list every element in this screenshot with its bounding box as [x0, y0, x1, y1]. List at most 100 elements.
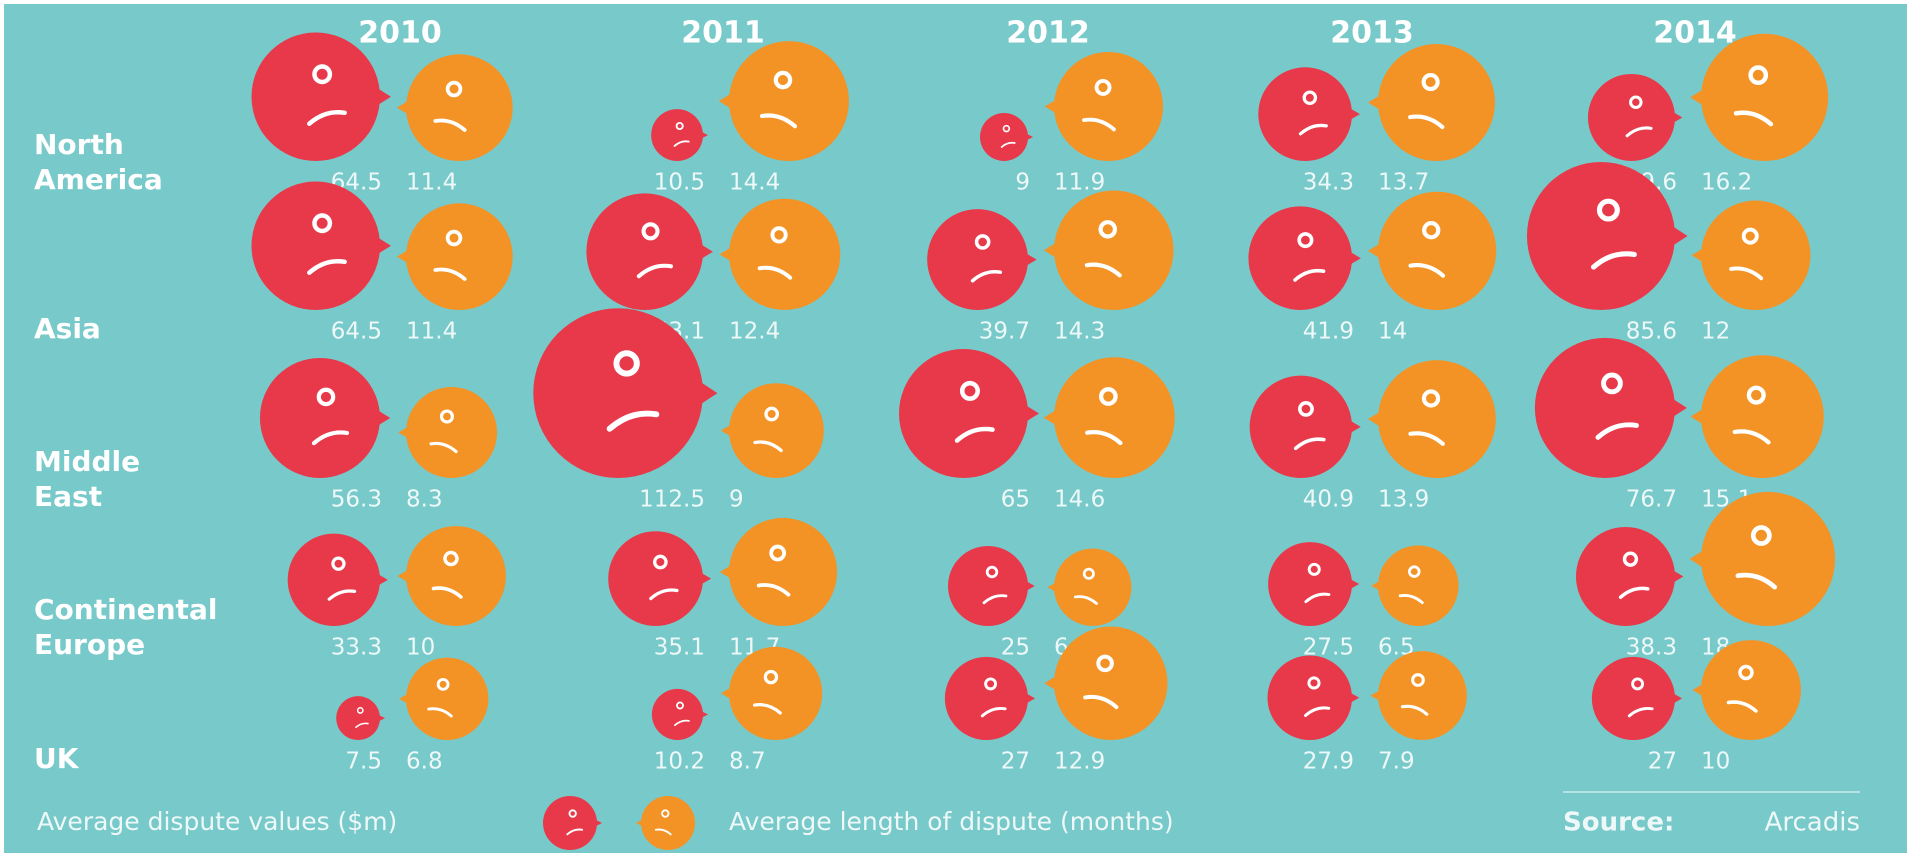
face: [608, 531, 712, 627]
face: [586, 193, 713, 310]
mouth: [1293, 268, 1326, 282]
face: [899, 349, 1039, 479]
value-label: 14.6: [1054, 487, 1105, 513]
beak: [1044, 99, 1057, 114]
value-label: 25: [1001, 635, 1030, 661]
beak: [1672, 398, 1687, 418]
mouth: [757, 265, 793, 280]
mouth: [427, 707, 453, 718]
eye: [675, 121, 684, 131]
eye: [1096, 654, 1114, 673]
mouth: [1729, 266, 1764, 281]
face: [1043, 357, 1175, 479]
bubble: [729, 517, 838, 626]
face: [1591, 656, 1683, 740]
value-label: 7.9: [1378, 749, 1415, 775]
value-label: 14: [1378, 319, 1407, 345]
bubble: [1054, 626, 1168, 740]
bubble: [980, 113, 1028, 161]
eye: [1098, 387, 1118, 406]
eye: [764, 406, 780, 422]
bubble: [1054, 51, 1164, 161]
eye: [445, 229, 463, 247]
bubble: [1701, 491, 1836, 626]
bubble: [406, 203, 513, 310]
beak: [1043, 242, 1057, 259]
eye: [1746, 385, 1766, 405]
value-label: 14.4: [729, 170, 780, 196]
face: [251, 32, 391, 161]
value-label: 41.9: [1303, 319, 1354, 345]
mouth: [753, 440, 783, 453]
eye: [316, 387, 336, 407]
mouth: [654, 828, 672, 836]
value-label: 27: [1001, 749, 1030, 775]
bubble: [1248, 206, 1352, 310]
eye: [1421, 72, 1440, 92]
face: [651, 109, 708, 161]
mouth: [649, 588, 679, 601]
bubble: [651, 688, 704, 741]
value-label: 112.5: [639, 487, 705, 513]
eye: [974, 234, 991, 250]
face: [944, 656, 1036, 740]
year-header: 2012: [1006, 16, 1090, 51]
value-label: 76.7: [1626, 487, 1677, 513]
face: [1575, 526, 1684, 626]
mouth: [1073, 595, 1098, 605]
bubble: [1054, 357, 1175, 479]
mouth: [1625, 126, 1653, 138]
year-header: 2014: [1653, 16, 1737, 51]
face: [259, 357, 391, 478]
bubble: [729, 646, 823, 740]
beak: [396, 100, 409, 115]
beak: [1349, 419, 1361, 434]
value-label: 10: [1701, 749, 1730, 775]
value-label: 40.9: [1303, 487, 1354, 513]
value-label: 39.7: [979, 319, 1030, 345]
legend-swatch: [543, 796, 597, 850]
face: [927, 209, 1037, 310]
mouth: [1590, 251, 1637, 270]
source: Arcadis: [1765, 808, 1860, 838]
eye: [1002, 124, 1011, 133]
face: [1258, 67, 1360, 161]
bubble: [1378, 545, 1459, 627]
value-label: 12.9: [1054, 749, 1105, 775]
eye: [1750, 525, 1772, 546]
legend-label: Average length of dispute (months): [729, 807, 1174, 836]
value-label: 33.3: [331, 635, 382, 661]
value-label: 13.9: [1378, 487, 1429, 513]
bubble: [1534, 337, 1675, 478]
value-label: 65: [1001, 487, 1030, 513]
bubble: [586, 193, 704, 310]
value-label: 12: [1701, 319, 1730, 345]
value-label: 10.5: [654, 170, 705, 196]
source-label: Source:: [1563, 808, 1674, 838]
eye: [1748, 65, 1769, 86]
beak: [719, 246, 732, 262]
eye: [769, 544, 787, 562]
value-label: 56.3: [331, 487, 382, 513]
face: [1692, 640, 1801, 740]
mouth: [1293, 437, 1326, 451]
bubble: [899, 349, 1028, 479]
face: [251, 181, 391, 310]
bubble: [1701, 355, 1824, 478]
face: [336, 696, 385, 741]
value-label: 13.7: [1378, 170, 1429, 196]
eye: [1297, 232, 1314, 249]
mouth: [1085, 430, 1123, 446]
eye: [443, 550, 459, 567]
value-label: 6.8: [406, 749, 443, 775]
beak: [1367, 242, 1381, 259]
eye: [1094, 78, 1112, 96]
face: [1587, 73, 1683, 161]
bubble: [608, 531, 704, 627]
face: [1690, 33, 1829, 161]
mouth: [673, 140, 690, 147]
beak: [1368, 94, 1381, 111]
face: [718, 41, 849, 162]
eye: [1631, 677, 1645, 691]
region-label: UK: [34, 742, 80, 775]
